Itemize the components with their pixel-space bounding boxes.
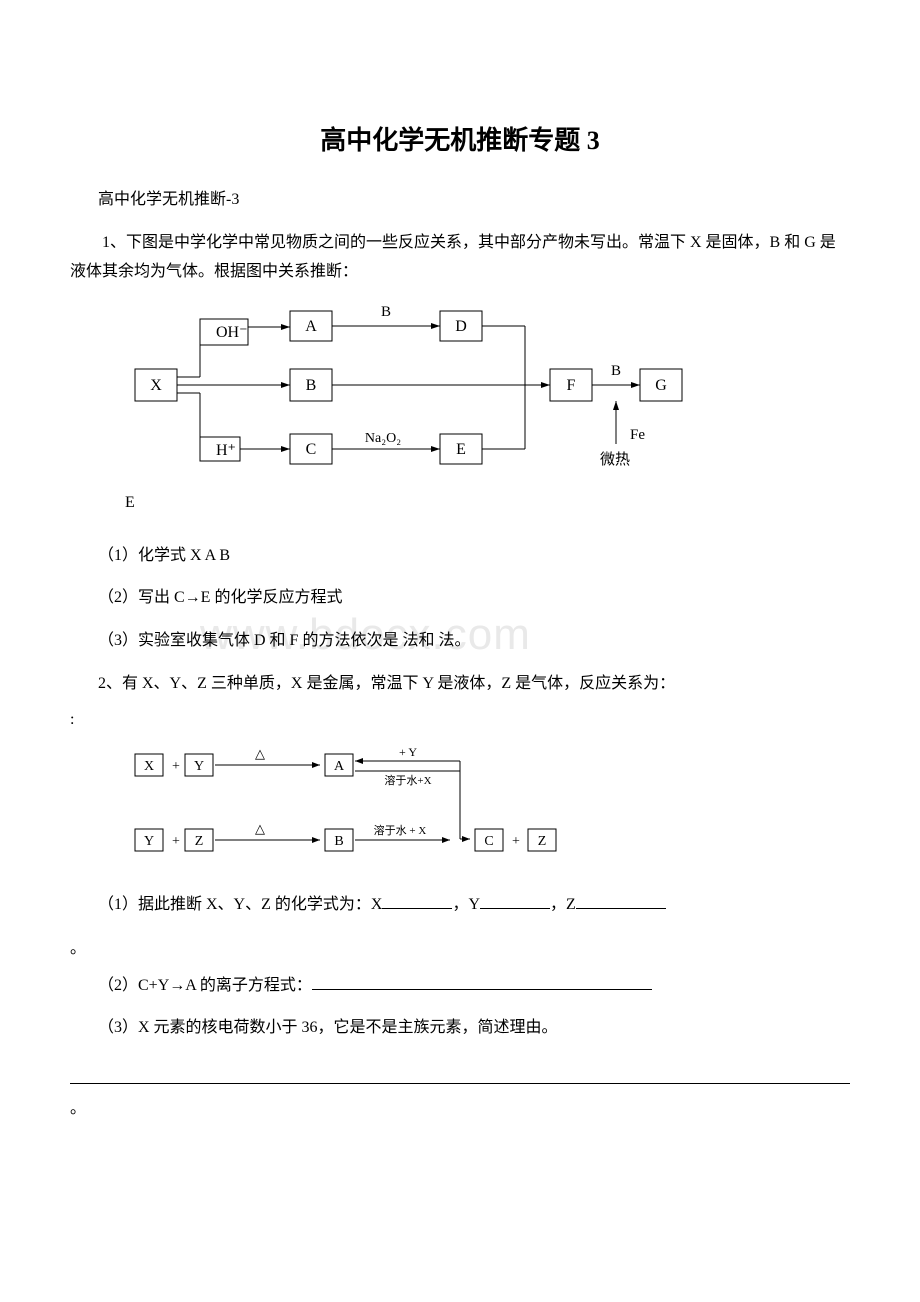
blank-X <box>382 891 452 909</box>
d2-rszx1: 溶于水+X <box>384 773 431 787</box>
label-Hplus: H⁺ <box>216 442 236 459</box>
node-E: E <box>456 441 466 458</box>
colon-1: : <box>70 711 850 729</box>
node-G: G <box>655 377 667 394</box>
blank-eq <box>312 972 652 990</box>
letter-E: E <box>125 494 850 512</box>
node-X: X <box>150 377 162 394</box>
period-2: 。 <box>70 1094 850 1118</box>
d2-X: X <box>144 759 154 774</box>
q2-3: （3）X 元素的核电荷数小于 36，它是不是主族元素，简述理由。 <box>98 1014 850 1043</box>
d2-A: A <box>334 759 345 774</box>
diagram-1: X OH⁻ H⁺ A B C D E F <box>130 299 850 484</box>
label-weire: 微热 <box>600 451 630 468</box>
q1-1: （1）化学式 X A B <box>98 542 850 571</box>
q2-2: （2）C+Y→A 的离子方程式： <box>98 972 850 1001</box>
page-title: 高中化学无机推断专题 3 <box>70 120 850 157</box>
blank-Z <box>576 891 666 909</box>
label-B-right: B <box>611 363 621 379</box>
q2-1-a: （1）据此推断 X、Y、Z 的化学式为：X <box>98 896 382 913</box>
d2-Y2: Y <box>144 834 154 849</box>
answer-line <box>70 1083 850 1084</box>
label-Na2O2: Na₂O₂ <box>365 431 401 446</box>
svg-text:+: + <box>172 834 180 849</box>
node-F: F <box>567 377 576 394</box>
node-D: D <box>455 318 467 335</box>
q2-1-c: ，Z <box>550 896 576 913</box>
d2-Y1: Y <box>194 759 204 774</box>
page-content: 高中化学无机推断专题 3 高中化学无机推断-3 1、下图是中学化学中常见物质之间… <box>70 120 850 1118</box>
q1-2: （2）写出 C→E 的化学反应方程式 <box>98 584 850 613</box>
svg-text:+: + <box>172 759 180 774</box>
node-B: B <box>306 377 317 394</box>
period-1: 。 <box>70 934 850 958</box>
d2-rszx2: 溶于水 + X <box>374 823 427 837</box>
d2-plusY: + Y <box>399 745 417 759</box>
d2-Z2: Z <box>538 834 547 849</box>
d2-tri2: △ <box>255 821 265 836</box>
label-B-top: B <box>381 304 391 320</box>
q2-intro: 2、有 X、Y、Z 三种单质，X 是金属，常温下 Y 是液体，Z 是气体，反应关… <box>98 670 850 699</box>
node-C: C <box>306 441 317 458</box>
diagram-2: X + Y △ A + Y 溶于水+X Y + Z △ B <box>130 744 850 879</box>
svg-text:+: + <box>512 834 520 849</box>
label-Fe: Fe <box>630 427 645 443</box>
q2-2-text: （2）C+Y→A 的离子方程式： <box>98 977 312 994</box>
q2-1-b: ，Y <box>452 896 480 913</box>
blank-Y <box>480 891 550 909</box>
node-A: A <box>305 318 317 335</box>
d2-C: C <box>484 834 493 849</box>
d2-tri1: △ <box>255 746 265 761</box>
d2-Z1: Z <box>195 834 204 849</box>
q2-1: （1）据此推断 X、Y、Z 的化学式为：X ，Y ，Z <box>98 891 850 920</box>
q1-3: （3）实验室收集气体 D 和 F 的方法依次是 法和 法。 <box>98 627 850 656</box>
q1-intro: 1、下图是中学化学中常见物质之间的一些反应关系，其中部分产物未写出。常温下 X … <box>70 229 850 287</box>
label-OH: OH⁻ <box>216 324 248 341</box>
d2-B: B <box>334 834 343 849</box>
subtitle: 高中化学无机推断-3 <box>98 185 850 209</box>
